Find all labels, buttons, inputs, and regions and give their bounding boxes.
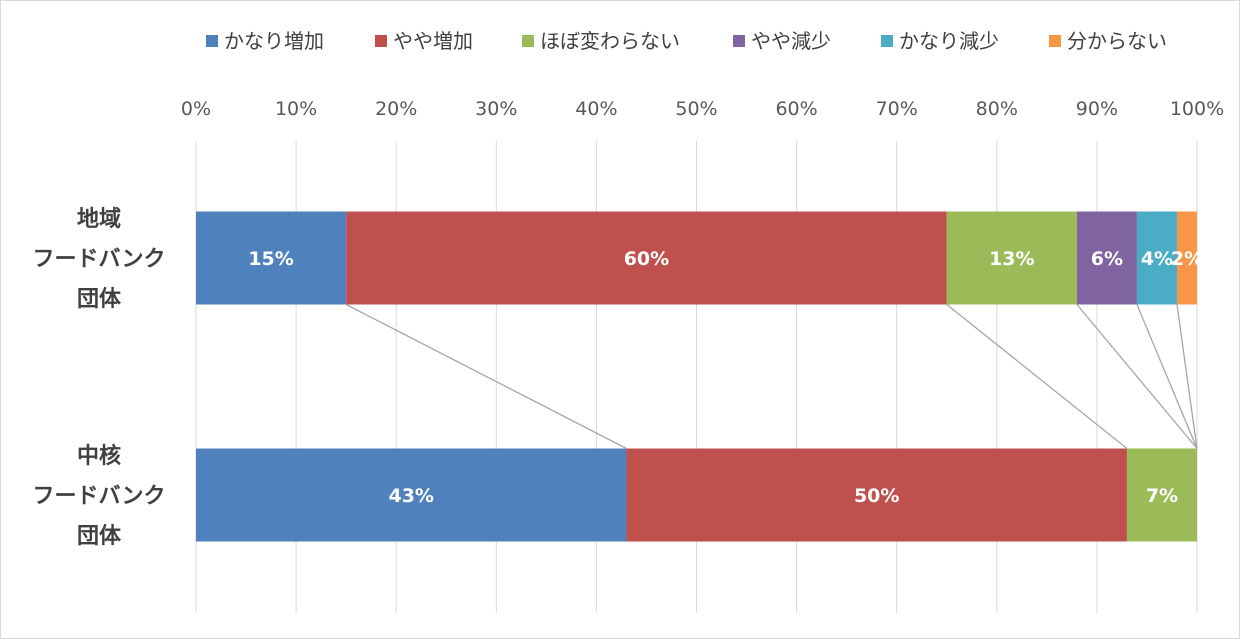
category-label: フードバンク <box>32 484 165 509</box>
x-tick-label: 0% <box>181 98 211 120</box>
legend-swatch <box>881 35 893 47</box>
data-label: 7% <box>1146 485 1178 507</box>
bar-segment <box>346 211 947 305</box>
data-label: 15% <box>248 248 293 270</box>
series-connector-line <box>345 303 627 450</box>
x-tick-label: 40% <box>575 98 617 120</box>
legend-label: やや減少 <box>751 29 831 53</box>
series-connector-line <box>946 303 1128 450</box>
x-tick-label: 70% <box>876 98 918 120</box>
legend-label: かなり増加 <box>224 29 324 53</box>
x-tick-label: 100% <box>1170 98 1224 120</box>
bar-segment <box>626 448 1127 542</box>
bar-segment <box>1176 211 1197 305</box>
data-label: 43% <box>388 485 433 507</box>
legend-label: かなり減少 <box>899 29 999 53</box>
series-connector-line <box>1136 304 1198 449</box>
data-label: 6% <box>1091 248 1123 270</box>
category-label: 地域 <box>77 206 121 232</box>
legend-swatch <box>1049 35 1061 47</box>
bar-segment <box>196 448 627 542</box>
category-label: フードバンク <box>32 247 165 272</box>
data-label: 2% <box>1171 248 1203 270</box>
category-label: 中核 <box>77 443 121 469</box>
legend-swatch <box>522 35 534 47</box>
bar-segment <box>1076 211 1137 305</box>
data-label: 50% <box>854 485 899 507</box>
data-label: 4% <box>1141 248 1173 270</box>
x-tick-label: 50% <box>675 98 717 120</box>
category-label: 団体 <box>77 524 122 549</box>
x-tick-label: 10% <box>275 98 317 120</box>
series-connector-line <box>1076 304 1198 449</box>
bar-segment <box>946 211 1077 305</box>
bar-segment <box>1136 211 1177 305</box>
series-connector-line <box>1176 304 1198 449</box>
data-label: 13% <box>989 248 1034 270</box>
legend-label: ほぼ変わらない <box>540 29 680 53</box>
x-tick-label: 90% <box>1076 98 1118 120</box>
x-tick-label: 30% <box>475 98 517 120</box>
legend-label: やや増加 <box>393 29 473 53</box>
legend-label: 分からない <box>1067 29 1167 53</box>
bar-segment <box>1126 448 1197 542</box>
legend-swatch <box>206 35 218 47</box>
x-tick-label: 20% <box>375 98 417 120</box>
category-label: 団体 <box>77 287 122 312</box>
data-label: 60% <box>624 248 669 270</box>
x-tick-label: 60% <box>775 98 817 120</box>
x-tick-label: 80% <box>976 98 1018 120</box>
bar-segment <box>196 211 347 305</box>
legend-swatch <box>733 35 745 47</box>
legend-swatch <box>375 35 387 47</box>
